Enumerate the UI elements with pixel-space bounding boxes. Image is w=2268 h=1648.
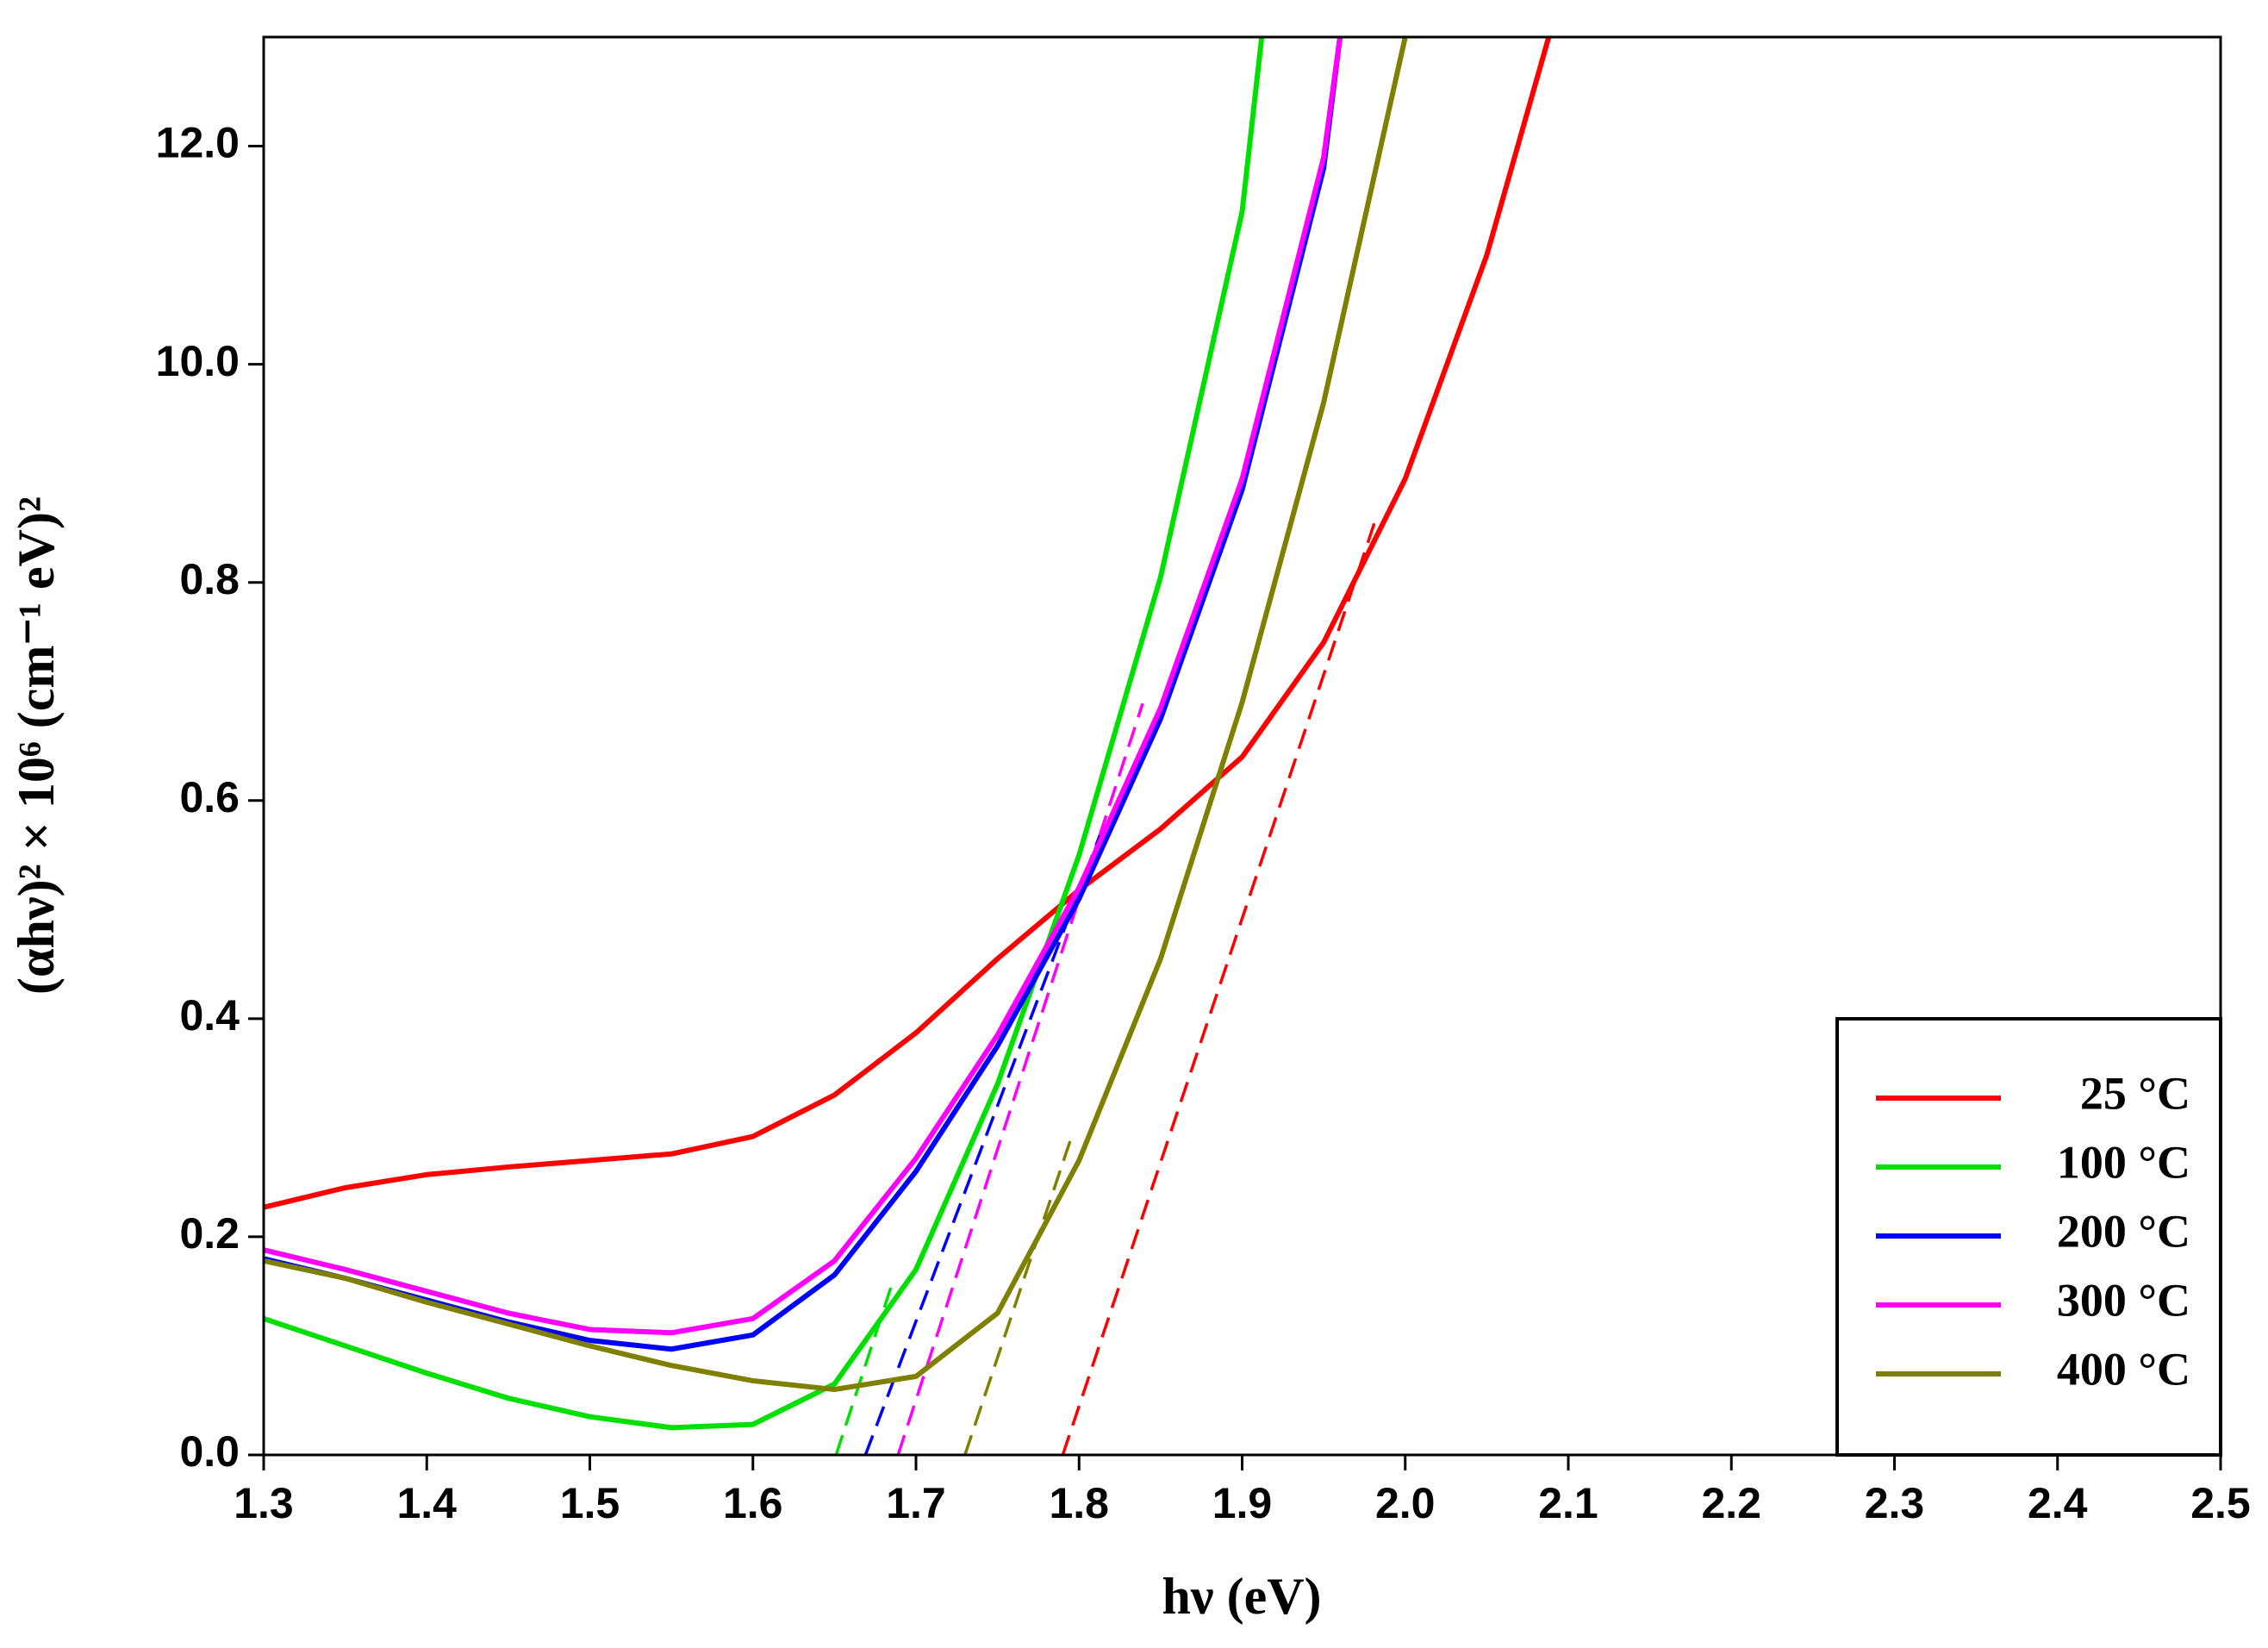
- series-line: [264, 37, 1552, 1210]
- x-axis-title: hν (eV): [1162, 1568, 1321, 1625]
- fit-line: [1061, 522, 1376, 1455]
- plot-frame: [262, 35, 2222, 1457]
- x-tick-label: 1.6: [723, 1479, 783, 1527]
- y-axis-title: (αhν)² × 10⁶ (cm⁻¹ eV)²: [8, 496, 65, 995]
- y-tick-label: 0.4: [179, 991, 240, 1039]
- x-tick-label: 2.1: [1538, 1479, 1598, 1527]
- x-tick-label: 1.7: [886, 1479, 946, 1527]
- fit-line: [896, 702, 1144, 1455]
- y-tick-label: 0.2: [179, 1209, 240, 1258]
- legend-label: 300 °C: [2057, 1274, 2190, 1326]
- legend-label: 200 °C: [2057, 1205, 2190, 1257]
- x-tick-label: 2.3: [1865, 1479, 1925, 1527]
- x-tick-label: 2.5: [2190, 1479, 2251, 1527]
- series-line: [264, 37, 1343, 1352]
- fit-line: [963, 1138, 1073, 1455]
- series-line: [264, 37, 1343, 1336]
- series-line: [264, 37, 1408, 1393]
- x-tick-label: 1.8: [1049, 1479, 1109, 1527]
- legend-label: 400 °C: [2057, 1343, 2190, 1395]
- legend-label: 100 °C: [2057, 1136, 2190, 1188]
- plot-area: [264, 37, 1552, 1455]
- series-line: [264, 37, 1265, 1431]
- y-tick-label: 0.8: [179, 555, 240, 603]
- x-tick-label: 1.5: [560, 1479, 620, 1527]
- x-tick-label: 2.0: [1375, 1479, 1436, 1527]
- x-tick-label: 1.9: [1212, 1479, 1273, 1527]
- x-tick-label: 2.2: [1701, 1479, 1761, 1527]
- y-tick-label: 0.6: [179, 773, 240, 821]
- x-tick-label: 2.4: [2028, 1479, 2088, 1527]
- legend-label: 25 °C: [2080, 1067, 2190, 1119]
- y-tick-label: 10.0: [156, 337, 240, 385]
- y-tick-label: 12.0: [156, 119, 240, 167]
- x-tick-label: 1.4: [396, 1479, 457, 1527]
- x-tick-label: 1.3: [234, 1479, 294, 1527]
- y-tick-label: 0.0: [179, 1427, 240, 1476]
